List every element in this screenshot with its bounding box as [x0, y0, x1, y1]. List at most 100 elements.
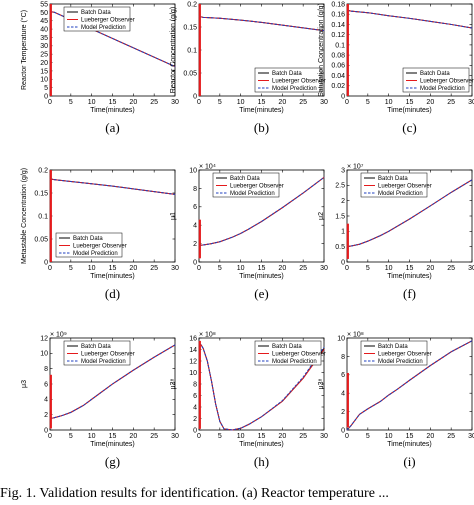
- data-point: [359, 414, 360, 415]
- y-tick-label: 0.08: [331, 53, 345, 60]
- y-tick-label: 0: [44, 93, 48, 100]
- y-tick-label: 0.15: [183, 24, 197, 31]
- panel-caption: (f): [403, 286, 416, 301]
- x-tick-label: 5: [218, 265, 222, 272]
- y-tick-label: 5: [44, 85, 48, 92]
- legend-entry: Model Prediction: [81, 359, 126, 365]
- data-point: [132, 188, 134, 190]
- data-point: [363, 411, 365, 412]
- y-tick-label: 4: [193, 223, 197, 230]
- series-line: [346, 179, 473, 248]
- y-tick-label: 2: [193, 416, 197, 423]
- x-tick-label: 25: [299, 99, 307, 106]
- data-point: [388, 15, 390, 17]
- data-point: [323, 349, 325, 350]
- y-tick-label: 15: [40, 68, 48, 75]
- x-tick-label: 15: [258, 265, 266, 272]
- y-axis-label: μ2: [318, 212, 325, 220]
- y-tick-label: 16: [189, 335, 197, 342]
- x-tick-label: 0: [48, 265, 52, 272]
- y-tick-label: 8: [193, 186, 197, 193]
- y-tick-label: 0: [193, 259, 197, 266]
- data-point: [82, 405, 84, 406]
- x-tick-label: 20: [278, 265, 286, 272]
- y-tick-label: 0.06: [331, 63, 345, 70]
- y-axis-label: Saturation Concentration (g/g): [318, 3, 325, 97]
- data-point: [215, 403, 217, 405]
- y-tick-label: 12: [40, 335, 48, 342]
- data-point: [153, 191, 155, 192]
- legend-entry: Lueberger Observer: [378, 352, 432, 358]
- legend-entry: Lueberger Observer: [81, 352, 135, 358]
- y-tick-label: 14: [189, 347, 197, 354]
- legend-entry: Batch Data: [272, 71, 302, 77]
- data-point: [471, 179, 473, 181]
- data-point: [379, 235, 381, 236]
- y-axis-label: Metastable Concentration (g/g): [21, 168, 28, 264]
- y-tick-label: 0.05: [183, 70, 197, 77]
- panel-caption: (h): [254, 454, 269, 469]
- x-axis-label: Time(minutes): [90, 107, 134, 114]
- data-point: [261, 22, 262, 23]
- data-point: [323, 177, 325, 178]
- y-tick-label: 0: [44, 259, 48, 266]
- y-tick-label: 10: [189, 370, 197, 377]
- data-point: [132, 369, 134, 371]
- data-point: [429, 205, 431, 207]
- data-point: [409, 17, 410, 19]
- x-tick-label: 10: [385, 99, 393, 106]
- legend-entry: Batch Data: [230, 176, 260, 182]
- x-axis-label: Time(minutes): [387, 107, 431, 114]
- x-tick-label: 30: [320, 265, 328, 272]
- y-axis-multiplier: × 10⁸: [199, 332, 216, 339]
- y-tick-label: 0.12: [331, 32, 345, 39]
- y-tick-label: 0.2: [187, 1, 197, 8]
- data-point: [302, 27, 304, 29]
- x-tick-label: 5: [366, 433, 370, 440]
- x-tick-label: 15: [406, 99, 414, 106]
- legend-entry: Batch Data: [81, 10, 111, 16]
- x-tick-label: 15: [406, 433, 414, 440]
- y-tick-label: 20: [40, 60, 48, 67]
- x-tick-label: 15: [109, 99, 117, 106]
- data-point: [346, 429, 348, 431]
- legend-entry: Lueberger Observer: [420, 79, 474, 85]
- legend-entry: Lueberger Observer: [73, 244, 127, 250]
- y-tick-label: 45: [40, 18, 48, 25]
- x-tick-label: 0: [197, 265, 201, 272]
- y-tick-label: 6: [44, 381, 48, 388]
- y-axis-label: μ3⁸: [318, 379, 325, 390]
- x-tick-label: 20: [129, 265, 137, 272]
- x-tick-label: 30: [171, 433, 179, 440]
- data-point: [206, 360, 208, 362]
- legend-entry: Model Prediction: [272, 359, 317, 365]
- x-tick-label: 20: [278, 99, 286, 106]
- chart-panel: 0 5 10 15 20 25 300510152025303540455055Time(m…: [20, 1, 179, 135]
- data-point: [219, 421, 221, 422]
- x-tick-label: 0: [48, 99, 52, 106]
- y-tick-label: 0.1: [187, 47, 197, 54]
- x-axis-label: Time(minutes): [90, 441, 134, 448]
- data-point: [91, 183, 93, 185]
- data-point: [174, 344, 176, 346]
- y-tick-label: 6: [341, 372, 345, 379]
- y-tick-label: 0.1: [38, 213, 48, 220]
- panel-caption: (d): [105, 286, 120, 301]
- data-point: [70, 181, 72, 182]
- x-tick-label: 10: [385, 265, 393, 272]
- x-tick-label: 10: [88, 99, 96, 106]
- y-tick-label: 4: [44, 397, 48, 404]
- x-tick-label: 20: [426, 265, 434, 272]
- x-tick-label: 10: [385, 433, 393, 440]
- series-line: [198, 176, 325, 246]
- y-tick-label: 8: [44, 366, 48, 373]
- x-tick-label: 0: [345, 99, 349, 106]
- data-point: [248, 423, 250, 425]
- chart-panel: 0 5 10 15 20 25 30 0 2 4 6 8 10 12× 10⁹ Time(minutes) μ…: [21, 332, 179, 470]
- x-tick-label: 10: [88, 265, 96, 272]
- data-point: [231, 429, 233, 431]
- x-axis-label: Time(minutes): [239, 273, 283, 280]
